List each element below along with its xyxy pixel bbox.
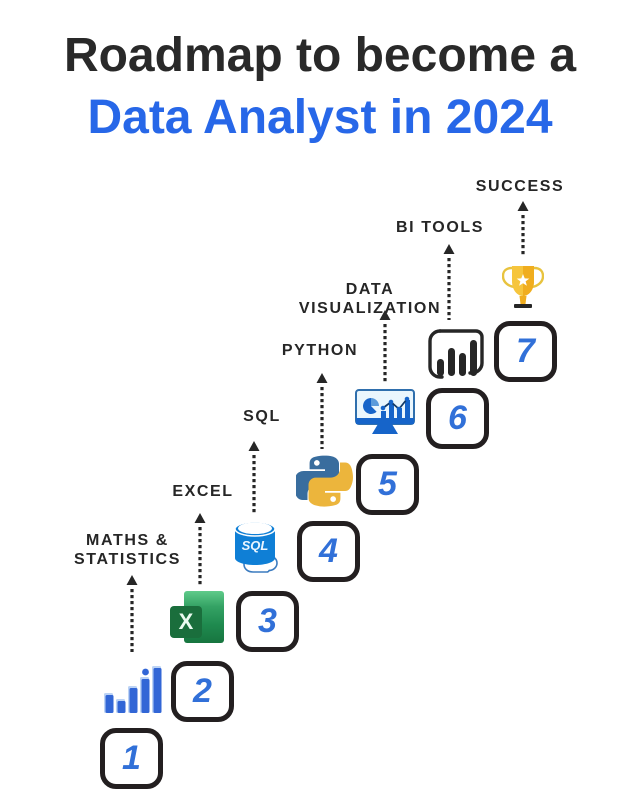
svg-text:SQL: SQL <box>242 538 269 553</box>
svg-text:X: X <box>179 609 194 634</box>
